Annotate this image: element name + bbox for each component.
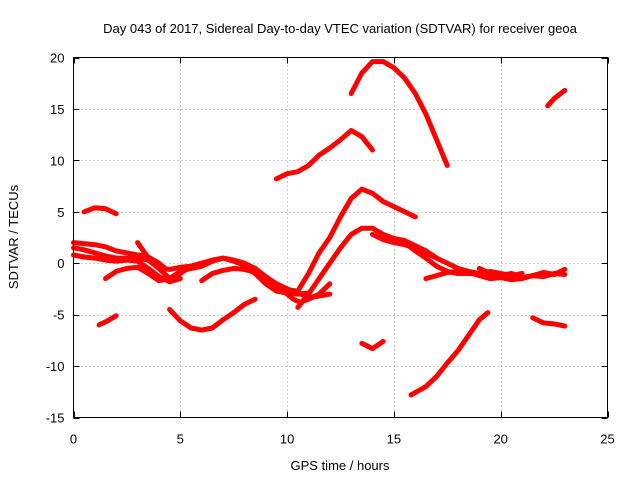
x-axis-label: GPS time / hours (291, 458, 390, 473)
y-tick-label: 0 (57, 256, 64, 271)
x-tick-label: 15 (387, 432, 401, 447)
y-tick-label: -5 (53, 308, 65, 323)
y-tick-label: -10 (46, 359, 65, 374)
x-tick-label: 0 (70, 432, 77, 447)
data-layer (71, 59, 568, 398)
data-arc-9 (167, 296, 258, 333)
x-axis-tick-labels: 0 5 10 15 20 25 (70, 432, 615, 447)
data-arc-19 (408, 310, 491, 398)
y-axis-label: SDTVAR / TECUs (6, 184, 21, 289)
x-tick-label: 20 (493, 432, 507, 447)
data-arc-13 (348, 59, 450, 168)
data-arc-8 (96, 313, 119, 328)
x-tick-label: 10 (280, 432, 294, 447)
y-tick-label: 20 (50, 51, 64, 66)
data-arc-17 (476, 265, 568, 281)
y-tick-label: 15 (50, 102, 64, 117)
x-tick-label: 25 (600, 432, 614, 447)
data-arc-10 (273, 128, 375, 182)
axis-ticks (73, 57, 609, 419)
data-arc-7 (81, 205, 119, 217)
data-arc-11 (273, 186, 418, 294)
data-arc-16 (423, 268, 568, 283)
y-tick-label: 5 (57, 205, 64, 220)
plot-frame (73, 57, 608, 418)
y-axis-tick-labels: -15 -10 -5 0 5 10 15 20 (46, 51, 65, 426)
data-arc-18 (359, 338, 386, 352)
y-tick-label: -15 (46, 411, 65, 426)
data-arc-20 (530, 315, 568, 329)
x-tick-label: 5 (177, 432, 184, 447)
y-tick-label: 10 (50, 153, 64, 168)
chart-title: Day 043 of 2017, Sidereal Day-to-day VTE… (103, 21, 578, 36)
data-arc-21 (545, 87, 568, 109)
